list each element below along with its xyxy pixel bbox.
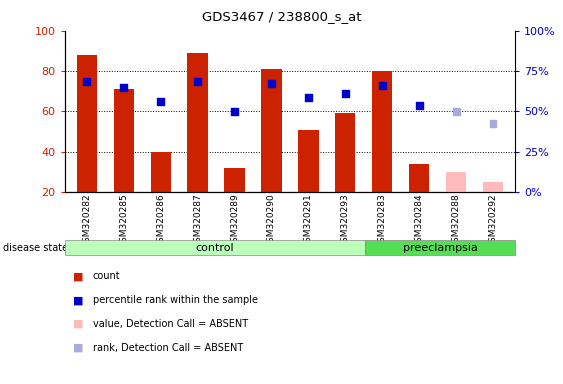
Point <box>193 78 202 84</box>
Text: preeclampsia: preeclampsia <box>403 243 477 253</box>
Bar <box>298 129 319 192</box>
Text: value, Detection Call = ABSENT: value, Detection Call = ABSENT <box>93 319 248 329</box>
Text: ■: ■ <box>73 343 84 353</box>
Point <box>341 90 350 96</box>
Bar <box>187 53 208 192</box>
Text: control: control <box>195 243 234 253</box>
Text: ■: ■ <box>73 271 84 281</box>
Point <box>230 108 239 114</box>
Bar <box>261 69 282 192</box>
Point <box>378 82 387 88</box>
Text: GDS3467 / 238800_s_at: GDS3467 / 238800_s_at <box>202 10 361 23</box>
Bar <box>372 71 392 192</box>
Bar <box>446 172 466 192</box>
Bar <box>114 89 134 192</box>
Bar <box>77 55 97 192</box>
Bar <box>225 168 245 192</box>
Text: rank, Detection Call = ABSENT: rank, Detection Call = ABSENT <box>93 343 243 353</box>
Text: ■: ■ <box>73 319 84 329</box>
Text: ■: ■ <box>73 295 84 305</box>
Point <box>267 80 276 86</box>
Point <box>452 108 461 114</box>
Point <box>415 102 424 108</box>
Text: percentile rank within the sample: percentile rank within the sample <box>93 295 258 305</box>
Point <box>304 94 313 100</box>
Point <box>156 98 165 104</box>
Bar <box>409 164 430 192</box>
Bar <box>335 113 355 192</box>
Point <box>489 121 498 127</box>
Point <box>82 78 91 84</box>
Text: count: count <box>93 271 120 281</box>
Bar <box>483 182 503 192</box>
Point <box>119 84 128 90</box>
Text: disease state ▶: disease state ▶ <box>3 243 79 253</box>
Bar <box>150 152 171 192</box>
